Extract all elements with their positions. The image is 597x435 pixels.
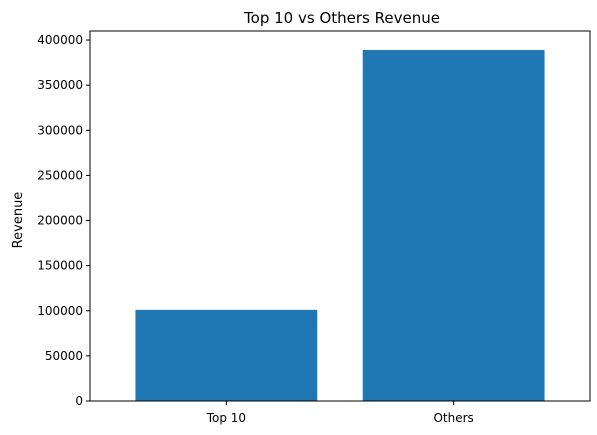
plot-frame	[89, 30, 591, 402]
plot-area: 0 50000 100000 150000 200000 250000 300000 3500…	[37, 30, 591, 425]
y-tick-label: 100000	[37, 304, 83, 318]
y-tick-label: 400000	[37, 33, 83, 47]
y-tick-label: 300000	[37, 123, 83, 137]
y-axis-label: Revenue	[11, 192, 26, 249]
x-tick-label: Top 10	[206, 411, 246, 425]
y-tick-label: 0	[75, 394, 83, 408]
x-tick-label: Others	[433, 411, 473, 425]
y-tick-label: 350000	[37, 78, 83, 92]
bar-top-10	[135, 309, 318, 401]
chart-title: Top 10 vs Others Revenue	[243, 9, 440, 27]
bar-others	[362, 49, 545, 401]
y-tick-label: 150000	[37, 259, 83, 273]
y-tick-label: 50000	[45, 349, 83, 363]
y-tick-label: 200000	[37, 214, 83, 228]
y-tick-label: 250000	[37, 168, 83, 182]
